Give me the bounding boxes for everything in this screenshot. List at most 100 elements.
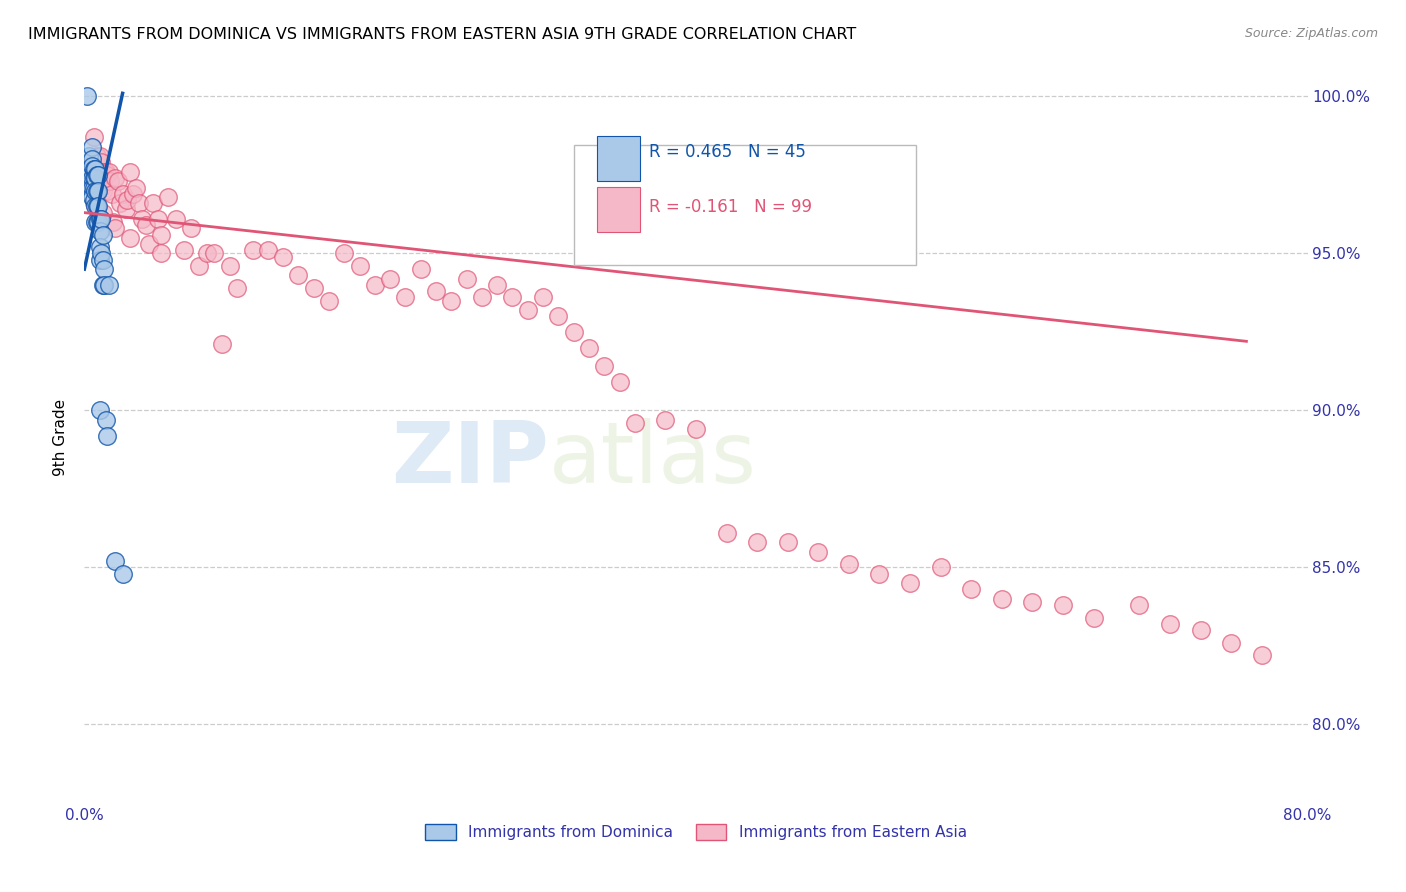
Point	[94, 413, 117, 427]
Point	[807, 544, 830, 558]
Point	[84, 161, 107, 176]
Point	[80, 139, 103, 153]
Text: Source: ZipAtlas.com: Source: ZipAtlas.com	[1244, 27, 1378, 40]
Point	[91, 252, 114, 267]
Point	[83, 171, 105, 186]
Point	[120, 231, 142, 245]
Point	[747, 535, 769, 549]
Point	[86, 168, 108, 182]
Point	[83, 130, 105, 145]
Point	[90, 180, 112, 194]
Point	[149, 227, 172, 242]
Point	[218, 259, 240, 273]
Point	[97, 277, 120, 292]
Point	[91, 184, 114, 198]
Point	[80, 180, 103, 194]
Point	[90, 246, 112, 260]
Point	[898, 576, 921, 591]
Point	[89, 211, 111, 226]
Point	[83, 196, 105, 211]
Point	[111, 566, 134, 581]
Point	[138, 237, 160, 252]
Point	[502, 290, 524, 304]
FancyBboxPatch shape	[598, 136, 640, 181]
Point	[716, 525, 738, 540]
Point	[120, 165, 142, 179]
Point	[93, 171, 115, 186]
Point	[83, 193, 105, 207]
Point	[86, 199, 108, 213]
Point	[1250, 648, 1272, 663]
Point	[593, 359, 616, 374]
Point	[257, 244, 280, 258]
Point	[157, 190, 180, 204]
Point	[80, 159, 103, 173]
Point	[115, 193, 138, 207]
Point	[104, 171, 127, 186]
Point	[77, 159, 100, 173]
Point	[188, 259, 211, 273]
Point	[104, 554, 127, 568]
Point	[1083, 610, 1105, 624]
Point	[1220, 636, 1243, 650]
Point	[86, 149, 108, 163]
Point	[83, 180, 105, 194]
Point	[685, 422, 707, 436]
Point	[114, 202, 136, 217]
Point	[562, 325, 585, 339]
Point	[242, 244, 264, 258]
Point	[84, 184, 107, 198]
Point	[80, 171, 103, 186]
Point	[80, 153, 103, 167]
Point	[87, 168, 110, 182]
Point	[226, 281, 249, 295]
Point	[1052, 598, 1074, 612]
Point	[89, 149, 111, 163]
Point	[991, 591, 1014, 606]
Point	[122, 186, 145, 201]
Point	[131, 211, 153, 226]
Text: IMMIGRANTS FROM DOMINICA VS IMMIGRANTS FROM EASTERN ASIA 9TH GRADE CORRELATION C: IMMIGRANTS FROM DOMINICA VS IMMIGRANTS F…	[28, 27, 856, 42]
Point	[1128, 598, 1150, 612]
Point	[89, 224, 111, 238]
Text: atlas: atlas	[550, 417, 758, 500]
Point	[111, 186, 134, 201]
Point	[77, 168, 100, 182]
Point	[90, 155, 112, 169]
Point	[1159, 616, 1181, 631]
Point	[531, 290, 554, 304]
Point	[90, 211, 112, 226]
Point	[79, 178, 101, 192]
Point	[84, 215, 107, 229]
Point	[318, 293, 340, 308]
Point	[456, 271, 478, 285]
Point	[84, 171, 107, 186]
Point	[80, 190, 103, 204]
Text: R = 0.465   N = 45: R = 0.465 N = 45	[650, 143, 807, 161]
Point	[93, 262, 115, 277]
Point	[1189, 623, 1212, 637]
Point	[86, 202, 108, 217]
Point	[96, 168, 118, 182]
Point	[87, 184, 110, 198]
Point	[287, 268, 309, 283]
Point	[869, 566, 891, 581]
Point	[86, 215, 108, 229]
FancyBboxPatch shape	[598, 187, 640, 232]
Point	[101, 186, 124, 201]
Point	[180, 221, 202, 235]
Point	[96, 184, 118, 198]
Point	[108, 196, 131, 211]
Point	[79, 165, 101, 179]
Point	[84, 199, 107, 213]
FancyBboxPatch shape	[574, 145, 917, 265]
Point	[84, 168, 107, 182]
Point	[94, 165, 117, 179]
Point	[91, 277, 114, 292]
Point	[202, 246, 225, 260]
Point	[776, 535, 799, 549]
Point	[624, 416, 647, 430]
Point	[333, 246, 356, 260]
Point	[609, 375, 631, 389]
Point	[89, 171, 111, 186]
